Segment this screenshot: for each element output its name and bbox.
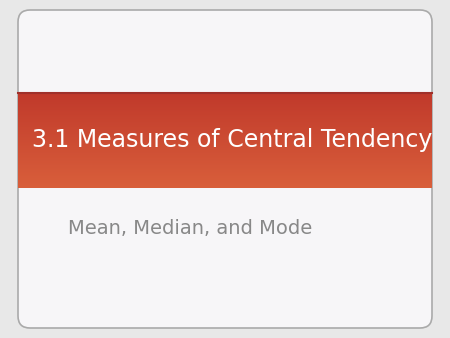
- Text: Mean, Median, and Mode: Mean, Median, and Mode: [68, 219, 312, 238]
- FancyBboxPatch shape: [18, 10, 432, 328]
- Text: 3.1 Measures of Central Tendency: 3.1 Measures of Central Tendency: [32, 128, 432, 152]
